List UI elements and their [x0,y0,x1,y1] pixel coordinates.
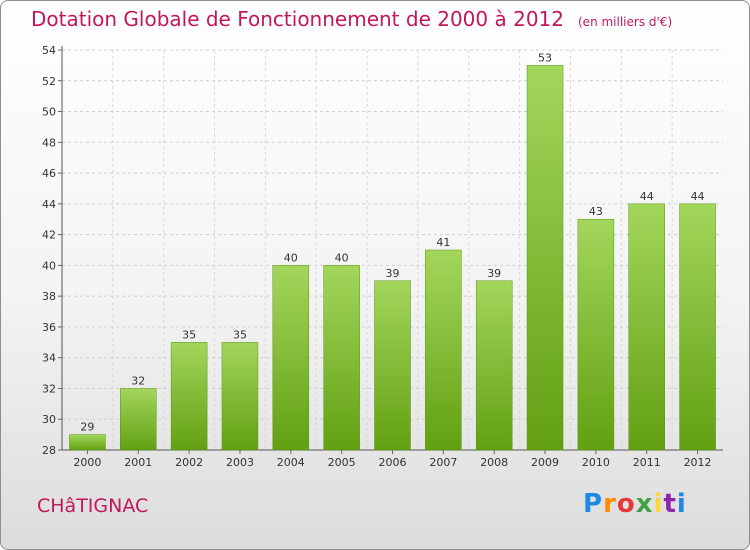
value-label: 53 [538,51,552,64]
logo-letter: t [663,489,677,519]
x-tick-label: 2003 [226,456,254,469]
bar [221,342,259,451]
bar [323,265,360,451]
y-tick-label: 50 [42,106,56,119]
logo-letter: P [583,489,604,519]
value-label: 44 [640,190,654,203]
chart-unit-text: (en milliers d'€) [578,15,673,29]
y-tick-label: 40 [42,259,56,272]
x-tick-label: 2005 [328,456,356,469]
y-tick-label: 52 [42,75,56,88]
x-tick-label: 2009 [531,456,559,469]
labels: 28 30 32 34 36 38 40 42 44 46 48 50 52 54 29 2000 32 2001… [42,44,712,469]
proxiti-logo: Proxiti [583,489,687,519]
bar [679,203,716,451]
logo-letter: i [653,489,664,519]
y-tick-label: 32 [42,382,56,395]
y-tick-label: 54 [42,44,56,57]
x-tick-label: 2000 [73,456,101,469]
bar [69,434,106,451]
value-label: 29 [80,421,94,434]
chart-title: Dotation Globale de Fonctionnement de 20… [31,7,672,31]
logo-letter: r [603,489,617,519]
x-tick-label: 2010 [582,456,610,469]
value-label: 44 [691,190,705,203]
x-tick-label: 2012 [684,456,712,469]
bar [526,65,564,451]
value-label: 41 [436,236,450,249]
value-label: 40 [284,251,298,264]
bar [475,280,513,451]
y-tick-label: 38 [42,290,56,303]
x-tick-label: 2008 [480,456,508,469]
logo-letter: i [676,489,687,519]
x-tick-label: 2006 [379,456,407,469]
bar [577,218,615,451]
y-tick-label: 46 [42,167,56,180]
x-tick-label: 2007 [429,456,457,469]
bar [120,388,157,451]
bars [69,65,716,451]
y-tick-label: 36 [42,321,56,334]
value-label: 40 [335,251,349,264]
value-label: 39 [487,267,501,280]
x-tick-label: 2011 [633,456,661,469]
y-tick-label: 28 [42,444,56,457]
logo-letter: o [616,489,636,519]
commune-name: CHâTIGNAC [37,495,149,517]
chart-title-text: Dotation Globale de Fonctionnement de 20… [31,7,564,31]
x-tick-label: 2004 [277,456,305,469]
value-label: 35 [233,328,247,341]
value-label: 35 [182,328,196,341]
value-label: 32 [131,374,145,387]
bar [374,280,411,451]
logo-letter: x [635,489,654,519]
x-tick-label: 2002 [175,456,203,469]
value-label: 43 [589,205,603,218]
y-tick-label: 44 [42,198,56,211]
bar [425,249,462,451]
y-tick-label: 34 [42,352,56,365]
y-tick-label: 42 [42,229,56,242]
bar [628,203,665,451]
bar [170,342,208,451]
bar [272,265,310,451]
value-label: 39 [386,267,400,280]
x-tick-label: 2001 [124,456,152,469]
y-tick-label: 30 [42,413,56,426]
y-tick-label: 48 [42,136,56,149]
